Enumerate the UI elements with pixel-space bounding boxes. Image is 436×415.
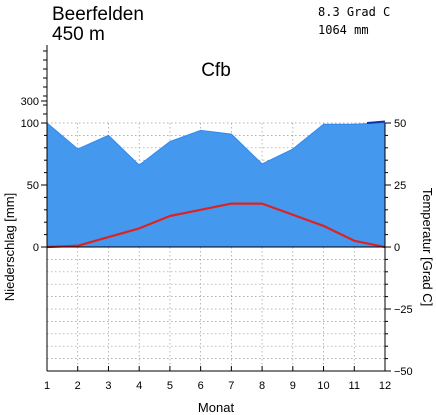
x-tick-label: 1 bbox=[44, 380, 50, 392]
left-tick-label: 100 bbox=[21, 118, 39, 130]
precipitation-outline bbox=[46, 122, 386, 166]
mean-temperature: 8.3 Grad C bbox=[318, 5, 390, 19]
station-name: Beerfelden bbox=[52, 4, 144, 25]
left-tick-label: 0 bbox=[33, 242, 39, 254]
precipitation-area bbox=[47, 121, 385, 247]
left-axis-ticks: 0 50 100 300 bbox=[21, 96, 47, 254]
x-tick-label: 8 bbox=[259, 380, 265, 392]
x-tick-label: 9 bbox=[290, 380, 296, 392]
annual-precipitation: 1064 mm bbox=[318, 23, 369, 37]
right-axis-title: Temperatur [Grad C] bbox=[420, 188, 435, 307]
right-tick-label: 50 bbox=[394, 118, 406, 130]
right-tick-label: 0 bbox=[394, 242, 400, 254]
x-tick-label: 6 bbox=[198, 380, 204, 392]
x-tick-label: 10 bbox=[317, 380, 329, 392]
right-tick-label: 25 bbox=[394, 180, 406, 192]
x-tick-label: 3 bbox=[105, 380, 111, 392]
x-axis-title: Monat bbox=[198, 400, 235, 415]
x-tick-label: 12 bbox=[379, 380, 391, 392]
left-tick-label: 50 bbox=[27, 180, 39, 192]
x-tick-label: 2 bbox=[75, 380, 81, 392]
axes bbox=[43, 45, 389, 372]
left-axis-title: Niederschlag [mm] bbox=[2, 193, 17, 301]
temperature-series bbox=[46, 202, 386, 249]
climate-class: Cfb bbox=[201, 60, 231, 81]
x-axis-ticks: 1 2 3 4 5 6 7 8 9 10 11 12 bbox=[44, 366, 391, 392]
station-elevation: 450 m bbox=[52, 24, 105, 45]
left-tick-label: 300 bbox=[21, 96, 39, 108]
right-tick-label: −50 bbox=[394, 366, 413, 378]
temperature-line bbox=[46, 202, 386, 249]
x-tick-label: 4 bbox=[136, 380, 142, 392]
right-tick-label: −25 bbox=[394, 304, 413, 316]
precipitation-series bbox=[46, 120, 386, 247]
x-tick-label: 11 bbox=[349, 380, 360, 392]
right-axis-ticks: −50 −25 0 25 50 bbox=[385, 118, 413, 378]
x-tick-label: 5 bbox=[167, 380, 173, 392]
precipitation-excess bbox=[366, 120, 386, 124]
x-tick-label: 7 bbox=[228, 380, 234, 392]
